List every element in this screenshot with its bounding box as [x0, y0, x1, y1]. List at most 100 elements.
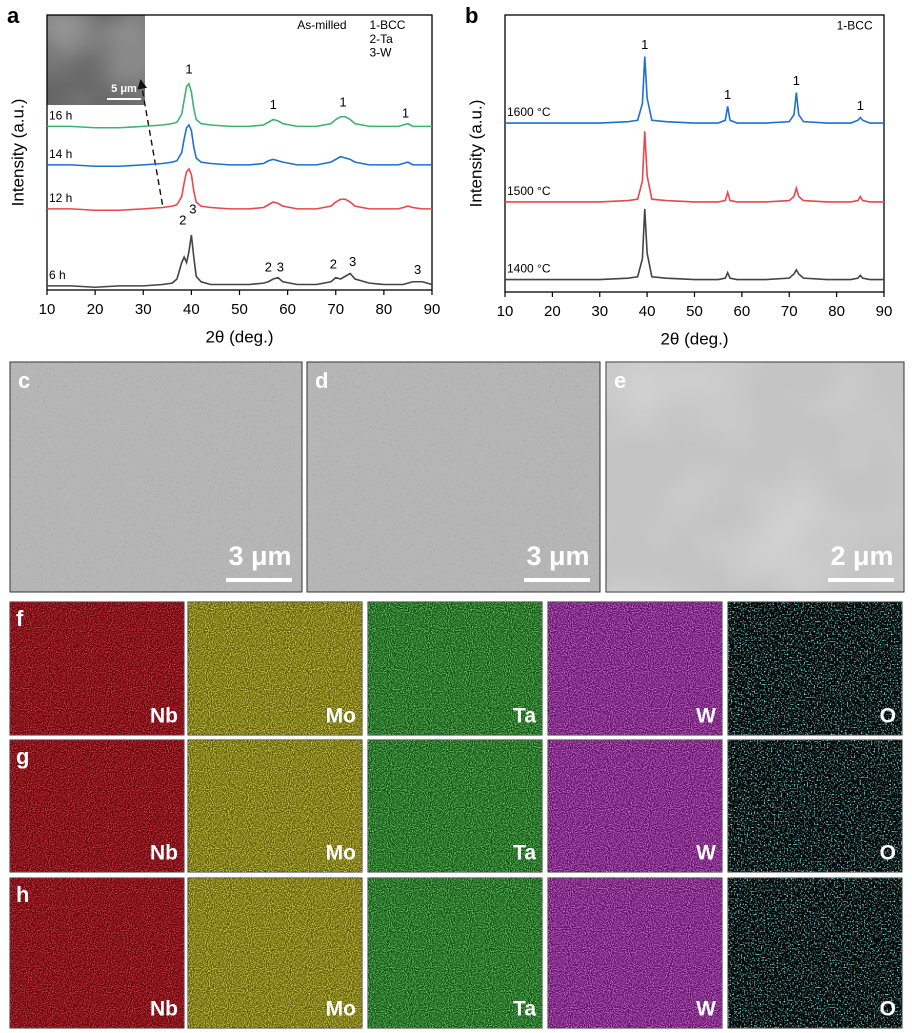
element-label: Ta [513, 998, 536, 1021]
element-label: Mo [326, 842, 356, 865]
eds-texture [368, 740, 542, 872]
peak-label: 2 [179, 213, 186, 228]
x-tick-label: 50 [231, 301, 248, 318]
annotation: 1-BCC [837, 18, 873, 32]
element-label: W [696, 998, 716, 1021]
element-label: O [880, 705, 896, 728]
element-label: Ta [513, 842, 536, 865]
scale-bar-label: 2 μm [830, 541, 893, 571]
element-label: Ta [513, 705, 536, 728]
eds-texture [188, 602, 362, 735]
panel-label: h [16, 882, 29, 907]
peak-label: 3 [277, 259, 284, 274]
sem-texture [10, 362, 302, 592]
eds-texture [10, 878, 184, 1028]
xrd-curve [47, 234, 433, 289]
peak-label: 3 [349, 254, 356, 269]
peak-label: 1 [270, 97, 277, 112]
element-label: Mo [326, 998, 356, 1021]
x-tick-label: 40 [639, 303, 656, 320]
panel-label: b [465, 3, 478, 28]
eds-texture [188, 878, 362, 1028]
peak-label: 3 [414, 262, 421, 277]
eds-texture [188, 740, 362, 872]
peak-label: 1 [857, 98, 864, 113]
x-tick-label: 10 [39, 301, 56, 318]
sem-texture [606, 362, 904, 592]
x-tick-label: 20 [544, 303, 561, 320]
curve-label: 6 h [49, 268, 66, 282]
annotation: 1-BCC [369, 18, 405, 32]
element-label: O [880, 842, 896, 865]
panel-label: f [16, 606, 24, 631]
curve-label: 14 h [49, 147, 72, 161]
peak-label: 2 [330, 257, 337, 272]
curve-label: 1500 °C [507, 184, 551, 198]
panel-label: g [16, 744, 29, 769]
annotation: 3-W [369, 46, 392, 60]
xrd-curve [505, 208, 884, 281]
eds-texture [10, 602, 184, 735]
panel-label: a [7, 3, 20, 28]
y-axis-label: Intensity (a.u.) [466, 100, 485, 208]
panel-label: e [614, 368, 626, 393]
peak-label: 1 [793, 73, 800, 88]
peak-label: 1 [339, 94, 346, 109]
eds-texture [368, 602, 542, 735]
xrd-curve [505, 56, 884, 124]
curve-label: 1600 °C [507, 105, 551, 119]
sem-texture [307, 362, 600, 592]
x-tick-label: 30 [135, 301, 152, 318]
eds-texture [728, 740, 902, 872]
eds-texture [368, 878, 542, 1028]
panel-label: c [18, 368, 30, 393]
peak-label: 3 [189, 202, 196, 217]
element-label: Nb [150, 705, 178, 728]
x-tick-label: 70 [327, 301, 344, 318]
scale-bar-label: 3 μm [526, 541, 589, 571]
eds-texture [728, 878, 902, 1028]
y-axis-label: Intensity (a.u.) [8, 99, 27, 207]
xrd-curve [47, 82, 432, 129]
x-tick-label: 20 [87, 301, 104, 318]
x-tick-label: 80 [376, 301, 393, 318]
element-label: Nb [150, 998, 178, 1021]
annotation: 2-Ta [369, 32, 393, 46]
x-tick-label: 40 [183, 301, 200, 318]
peak-label: 2 [265, 259, 272, 274]
peak-label: 1 [724, 87, 731, 102]
xrd-curve [47, 123, 432, 168]
x-tick-label: 30 [591, 303, 608, 320]
xrd-curve [47, 167, 432, 212]
x-tick-label: 90 [876, 303, 893, 320]
x-tick-label: 60 [279, 301, 296, 318]
eds-texture [548, 878, 722, 1028]
x-tick-label: 90 [424, 301, 441, 318]
element-label: W [696, 705, 716, 728]
element-label: W [696, 842, 716, 865]
panel-label: d [315, 368, 328, 393]
peak-label: 1 [185, 61, 192, 76]
x-tick-label: 70 [781, 303, 798, 320]
element-label: O [880, 998, 896, 1021]
scale-bar-label: 3 μm [228, 541, 291, 571]
inset-scale-label: 5 μm [111, 83, 137, 95]
x-tick-label: 60 [734, 303, 751, 320]
curve-label: 1400 °C [507, 262, 551, 276]
eds-texture [10, 740, 184, 872]
eds-texture [728, 602, 902, 735]
curve-label: 12 h [49, 191, 72, 205]
annotation: As-milled [297, 18, 346, 32]
eds-texture [548, 602, 722, 735]
element-label: Mo [326, 705, 356, 728]
element-label: Nb [150, 842, 178, 865]
inset-texture [47, 15, 145, 105]
x-axis-label: 2θ (deg.) [660, 329, 728, 348]
x-tick-label: 80 [828, 303, 845, 320]
eds-texture [548, 740, 722, 872]
arrow [137, 79, 164, 205]
curve-label: 16 h [49, 109, 72, 123]
x-axis-label: 2θ (deg.) [205, 327, 273, 346]
x-tick-label: 10 [497, 303, 514, 320]
